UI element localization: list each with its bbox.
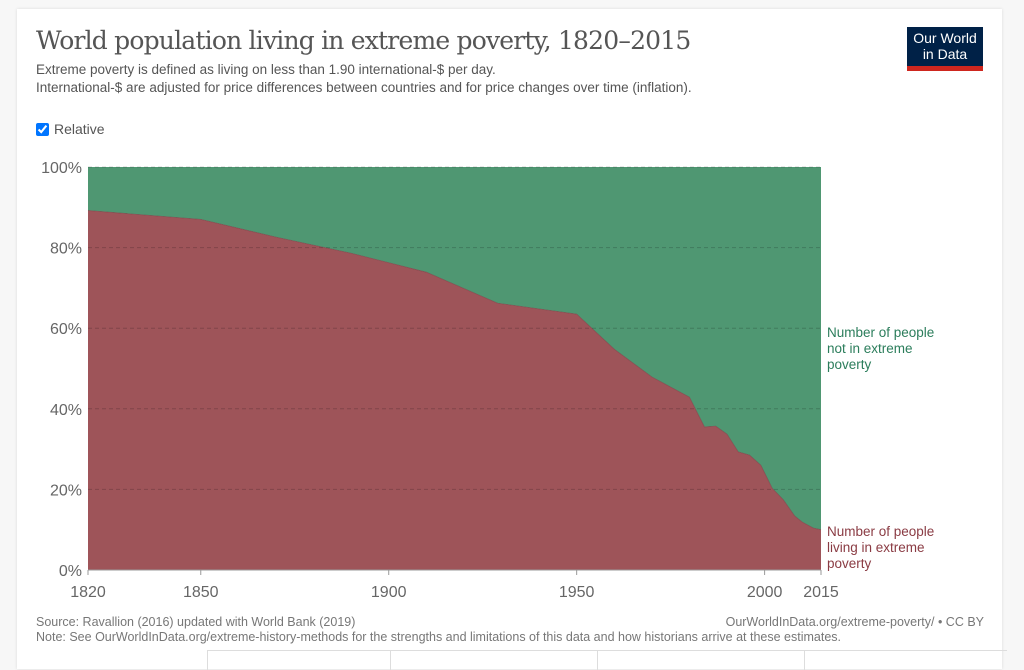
- series-label-in-poverty: poverty: [827, 556, 872, 571]
- x-tick-label: 2015: [803, 584, 839, 601]
- x-tick-label: 2000: [747, 584, 783, 601]
- x-tick-label: 1900: [371, 584, 407, 601]
- series-label-in-poverty: living in extreme: [827, 540, 925, 555]
- relative-toggle[interactable]: Relative: [36, 121, 105, 137]
- source-link[interactable]: OurWorldInData.org/extreme-poverty/ • CC…: [725, 615, 984, 629]
- x-tick-label: 1950: [559, 584, 595, 601]
- x-tick-label: 1850: [183, 584, 219, 601]
- series-label-not-in-poverty: poverty: [827, 357, 872, 372]
- chart-subtitle-2: International-$ are adjusted for price d…: [36, 80, 692, 95]
- y-tick-label: 40%: [50, 402, 82, 419]
- y-tick-label: 80%: [50, 241, 82, 258]
- y-tick-label: 60%: [50, 321, 82, 338]
- relative-label: Relative: [54, 121, 105, 137]
- chart-subtitle-1: Extreme poverty is defined as living on …: [36, 62, 496, 77]
- chart-title: World population living in extreme pover…: [36, 26, 691, 55]
- logo-line-2: in Data: [922, 46, 968, 62]
- series-label-in-poverty: Number of people: [827, 524, 934, 539]
- data-table-border: [207, 650, 1007, 651]
- table-divider: [804, 650, 805, 670]
- area-in-poverty: [88, 210, 821, 571]
- logo-line-1: Our World: [913, 30, 977, 46]
- relative-checkbox[interactable]: [36, 122, 49, 136]
- series-label-not-in-poverty: not in extreme: [827, 341, 913, 356]
- table-divider: [390, 650, 391, 670]
- source-text: Source: Ravallion (2016) updated with Wo…: [36, 615, 356, 629]
- table-divider: [597, 650, 598, 670]
- x-tick-label: 1820: [70, 584, 106, 601]
- note-text: Note: See OurWorldInData.org/extreme-his…: [36, 630, 842, 644]
- series-label-not-in-poverty: Number of people: [827, 325, 934, 340]
- boundary-line: [87, 210, 822, 531]
- y-tick-label: 100%: [41, 160, 82, 177]
- owid-logo[interactable]: Our World in Data: [907, 27, 983, 71]
- y-tick-label: 0%: [59, 563, 82, 580]
- area-not-in-poverty: [88, 167, 821, 530]
- table-divider: [207, 650, 208, 670]
- y-tick-label: 20%: [50, 482, 82, 499]
